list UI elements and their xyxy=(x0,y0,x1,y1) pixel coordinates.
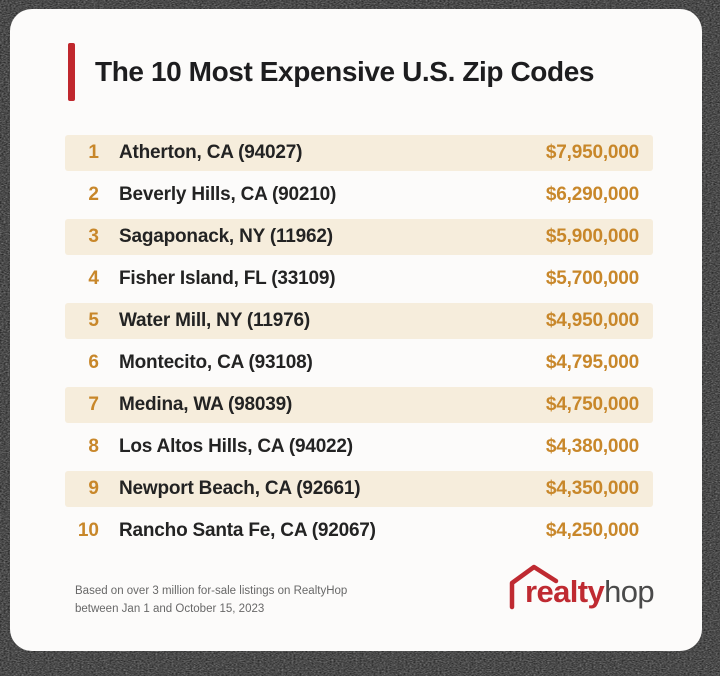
location-label: Beverly Hills, CA (90210) xyxy=(119,184,337,205)
price-value: $5,900,000 xyxy=(545,226,639,247)
table-row: 3 Sagaponack, NY (11962) $5,900,000 xyxy=(65,219,653,255)
source-note-line1: Based on over 3 million for-sale listing… xyxy=(75,585,348,597)
ranking-list: 1 Atherton, CA (94027) $7,950,000 2 Beve… xyxy=(65,135,653,555)
rank-number: 5 xyxy=(88,310,99,331)
rank-number: 1 xyxy=(88,142,99,163)
location-label: Fisher Island, FL (33109) xyxy=(119,268,336,289)
location-label: Montecito, CA (93108) xyxy=(119,352,313,373)
rank-number: 4 xyxy=(88,268,99,289)
realtyhop-logo: realtyhop xyxy=(508,561,678,621)
table-row: 10 Rancho Santa Fe, CA (92067) $4,250,00… xyxy=(65,513,653,549)
price-value: $7,950,000 xyxy=(545,142,639,163)
rank-number: 10 xyxy=(77,520,99,541)
location-label: Atherton, CA (94027) xyxy=(119,142,303,163)
table-row: 7 Medina, WA (98039) $4,750,000 xyxy=(65,387,653,423)
table-row: 4 Fisher Island, FL (33109) $5,700,000 xyxy=(65,261,653,297)
table-row: 9 Newport Beach, CA (92661) $4,350,000 xyxy=(65,471,653,507)
logo-text: realtyhop xyxy=(525,574,655,610)
location-label: Medina, WA (98039) xyxy=(119,394,293,415)
price-value: $4,750,000 xyxy=(545,394,639,415)
page-title: The 10 Most Expensive U.S. Zip Codes xyxy=(95,56,595,87)
title-accent-bar xyxy=(68,43,75,101)
location-label: Los Altos Hills, CA (94022) xyxy=(119,436,353,457)
price-value: $4,795,000 xyxy=(545,352,639,373)
table-row: 1 Atherton, CA (94027) $7,950,000 xyxy=(65,135,653,171)
table-row: 8 Los Altos Hills, CA (94022) $4,380,000 xyxy=(65,429,653,465)
header: The 10 Most Expensive U.S. Zip Codes xyxy=(68,43,594,101)
location-label: Newport Beach, CA (92661) xyxy=(119,478,361,499)
rank-number: 9 xyxy=(88,478,99,499)
price-value: $4,380,000 xyxy=(545,436,639,457)
price-value: $4,250,000 xyxy=(545,520,639,541)
rank-number: 3 xyxy=(88,226,99,247)
table-row: 6 Montecito, CA (93108) $4,795,000 xyxy=(65,345,653,381)
source-note-line2: between Jan 1 and October 15, 2023 xyxy=(75,602,265,615)
location-label: Water Mill, NY (11976) xyxy=(119,310,310,331)
logo-hop-text: hop xyxy=(604,574,655,609)
location-label: Rancho Santa Fe, CA (92067) xyxy=(119,520,376,541)
price-value: $4,350,000 xyxy=(545,478,639,499)
table-row: 2 Beverly Hills, CA (90210) $6,290,000 xyxy=(65,177,653,213)
infographic-card: The 10 Most Expensive U.S. Zip Codes 1 A… xyxy=(10,9,702,651)
price-value: $5,700,000 xyxy=(545,268,639,289)
rank-number: 6 xyxy=(88,352,99,373)
rank-number: 8 xyxy=(88,436,99,457)
house-roof-icon xyxy=(509,564,559,610)
price-value: $6,290,000 xyxy=(545,184,639,205)
price-value: $4,950,000 xyxy=(545,310,639,331)
logo-realty-text: realty xyxy=(525,574,605,609)
source-note: Based on over 3 million for-sale listing… xyxy=(75,583,347,619)
table-row: 5 Water Mill, NY (11976) $4,950,000 xyxy=(65,303,653,339)
rank-number: 2 xyxy=(88,184,99,205)
location-label: Sagaponack, NY (11962) xyxy=(119,226,333,247)
rank-number: 7 xyxy=(88,394,99,415)
